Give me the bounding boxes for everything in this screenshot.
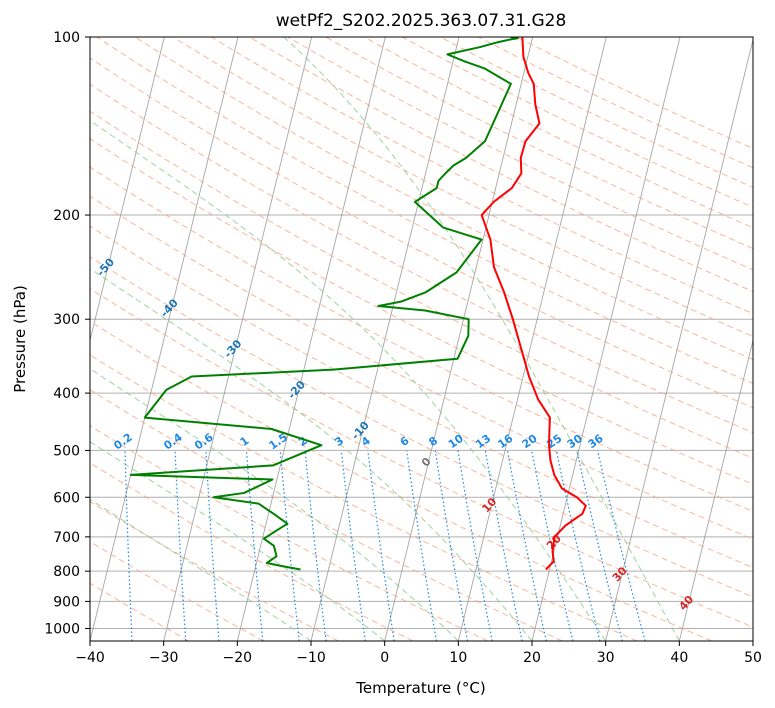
moist-adiabat-line [90, 498, 312, 641]
mixing-ratio-line [434, 450, 469, 641]
dry-adiabat-line [90, 83, 753, 434]
x-tick-label: 30 [597, 650, 615, 666]
dry-adiabat-line [516, 37, 753, 150]
dry-adiabat-line [287, 37, 753, 271]
dry-adiabat-line [363, 37, 753, 229]
mixing-ratio-line [367, 450, 395, 641]
background-lines [90, 37, 753, 641]
dry-adiabat-line [249, 37, 753, 293]
chart-title: wetPf2_S202.2025.363.07.31.G28 [276, 11, 567, 31]
dry-adiabat-line [90, 287, 753, 628]
dry-adiabat-line [90, 57, 753, 409]
dewpoint-profile-line [129, 37, 519, 571]
plot-frame [89, 36, 754, 642]
x-tick-label: 0 [380, 650, 389, 666]
mixing-ratio-line [304, 450, 327, 641]
isotherm-line [90, 37, 239, 641]
dry-adiabat-line [134, 37, 753, 361]
mixing-ratio-line [555, 450, 601, 641]
mixing-ratio-line [506, 450, 547, 641]
dry-adiabat-line [211, 37, 753, 315]
mixing-ratio-line [531, 450, 574, 641]
dry-adiabat-line [478, 37, 753, 169]
y-tick-label: 300 [53, 312, 80, 328]
dry-adiabat-line [401, 37, 753, 208]
isotherm-line [384, 37, 534, 641]
x-tick-label: 20 [523, 650, 541, 666]
mixing-ratio-line [576, 450, 623, 641]
mixing-ratio-line [406, 450, 438, 641]
y-tick-label: 900 [53, 594, 80, 610]
y-tick-label: 800 [53, 564, 80, 580]
y-tick-label: 600 [53, 490, 80, 506]
y-tick-label: 500 [53, 443, 80, 459]
x-tick-label: −30 [149, 650, 179, 666]
dry-adiabat-line [172, 37, 753, 337]
isotherm-line [457, 37, 607, 641]
profile-lines [129, 37, 587, 571]
mixing-ratio-line [457, 450, 493, 641]
y-tick-label: 1000 [44, 621, 80, 637]
y-axis: 100 200 300 400 500 600 700 800 900 1000 [44, 30, 90, 637]
mixing-ratio-line [484, 450, 523, 641]
x-tick-label: 10 [449, 650, 467, 666]
isotherm-line [531, 37, 681, 641]
dry-adiabat-line [90, 110, 753, 459]
x-axis-title: Temperature (°C) [355, 679, 485, 697]
isotherm-line [163, 37, 313, 641]
dry-adiabat-line [90, 138, 753, 486]
dry-adiabat-line [440, 37, 753, 188]
dry-adiabat-line [90, 320, 712, 641]
moist-adiabat-line [283, 37, 680, 641]
x-tick-label: 50 [744, 650, 762, 666]
x-tick-label: −40 [75, 650, 105, 666]
moist-adiabat-line [90, 368, 459, 641]
dry-adiabat-line [90, 256, 753, 598]
y-tick-label: 100 [53, 30, 80, 46]
moist-adiabat-line [90, 441, 385, 641]
y-tick-label: 700 [53, 530, 80, 546]
y-axis-title: Pressure (hPa) [11, 285, 29, 393]
dry-adiabat-line [90, 195, 753, 540]
moist-adiabat-line [90, 119, 607, 641]
x-axis: −40 −30 −20 −10 0 10 20 30 40 50 [75, 641, 762, 666]
x-tick-label: −20 [223, 650, 253, 666]
x-tick-label: 40 [670, 650, 688, 666]
dry-adiabat-line [325, 37, 753, 250]
dry-adiabat-line [90, 225, 753, 569]
isotherm-line [678, 338, 753, 641]
temperature-profile-line [480, 37, 587, 571]
y-tick-label: 200 [53, 208, 80, 224]
mixing-ratio-line [340, 450, 366, 641]
moist-adiabat-line [90, 267, 533, 641]
dry-adiabat-line [90, 389, 563, 641]
mixing-ratio-line [597, 450, 646, 641]
y-tick-label: 400 [53, 386, 80, 402]
x-tick-label: −10 [296, 650, 326, 666]
dry-adiabat-line [96, 37, 753, 384]
dry-adiabat-line [90, 166, 753, 512]
isotherm-line [236, 37, 386, 641]
